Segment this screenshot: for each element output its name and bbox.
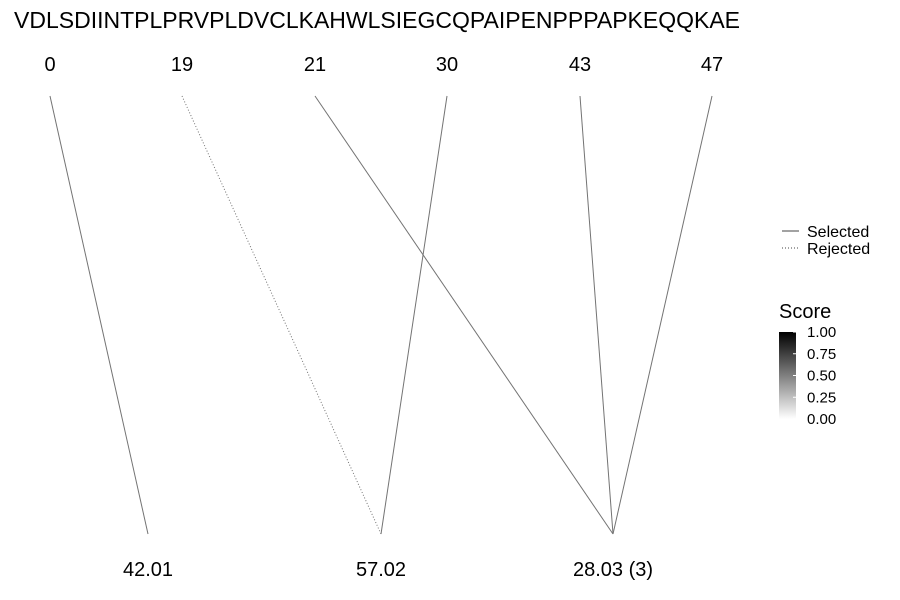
selected-link-line — [380, 95, 448, 535]
bottom-mass-label: 28.03 (3) — [573, 559, 653, 581]
score-legend-title: Score — [779, 301, 831, 323]
bottom-labels: 42.01 57.02 28.03 (3) — [123, 559, 653, 581]
score-tick-label: 0.50 — [807, 368, 836, 385]
legend-rejected-label: Rejected — [807, 241, 870, 258]
bottom-mass-label: 42.01 — [123, 559, 173, 581]
score-ticks: 1.00 0.75 0.50 0.25 0.00 — [793, 324, 836, 428]
sequence-label: VDLSDIINTPLPRVPLDVCLKAHWLSIEGCQPAIPENPPP… — [14, 7, 740, 33]
selected-link-line — [579, 95, 614, 535]
rejected-link-line — [181, 95, 382, 535]
top-position-label: 47 — [701, 54, 723, 76]
score-tick-label: 0.25 — [807, 389, 836, 406]
links-layer — [49, 95, 713, 535]
selected-link-line — [314, 95, 614, 535]
score-tick-label: 0.75 — [807, 346, 836, 363]
legend-selected-label: Selected — [807, 224, 869, 241]
top-position-label: 43 — [569, 54, 591, 76]
top-position-label: 0 — [44, 54, 55, 76]
score-legend: Score 1.00 0.75 0.50 0.25 0.00 — [779, 301, 836, 428]
top-position-label: 21 — [304, 54, 326, 76]
top-position-label: 30 — [436, 54, 458, 76]
score-colorbar — [779, 332, 796, 419]
line-type-legend: Selected Rejected — [782, 224, 870, 258]
score-tick-label: 1.00 — [807, 324, 836, 341]
bottom-mass-label: 57.02 — [356, 559, 406, 581]
top-position-label: 19 — [171, 54, 193, 76]
top-positions: 0 19 21 30 43 47 — [44, 54, 723, 76]
selected-link-line — [612, 95, 713, 535]
score-tick-label: 0.00 — [807, 411, 836, 428]
selected-link-line — [49, 95, 149, 535]
